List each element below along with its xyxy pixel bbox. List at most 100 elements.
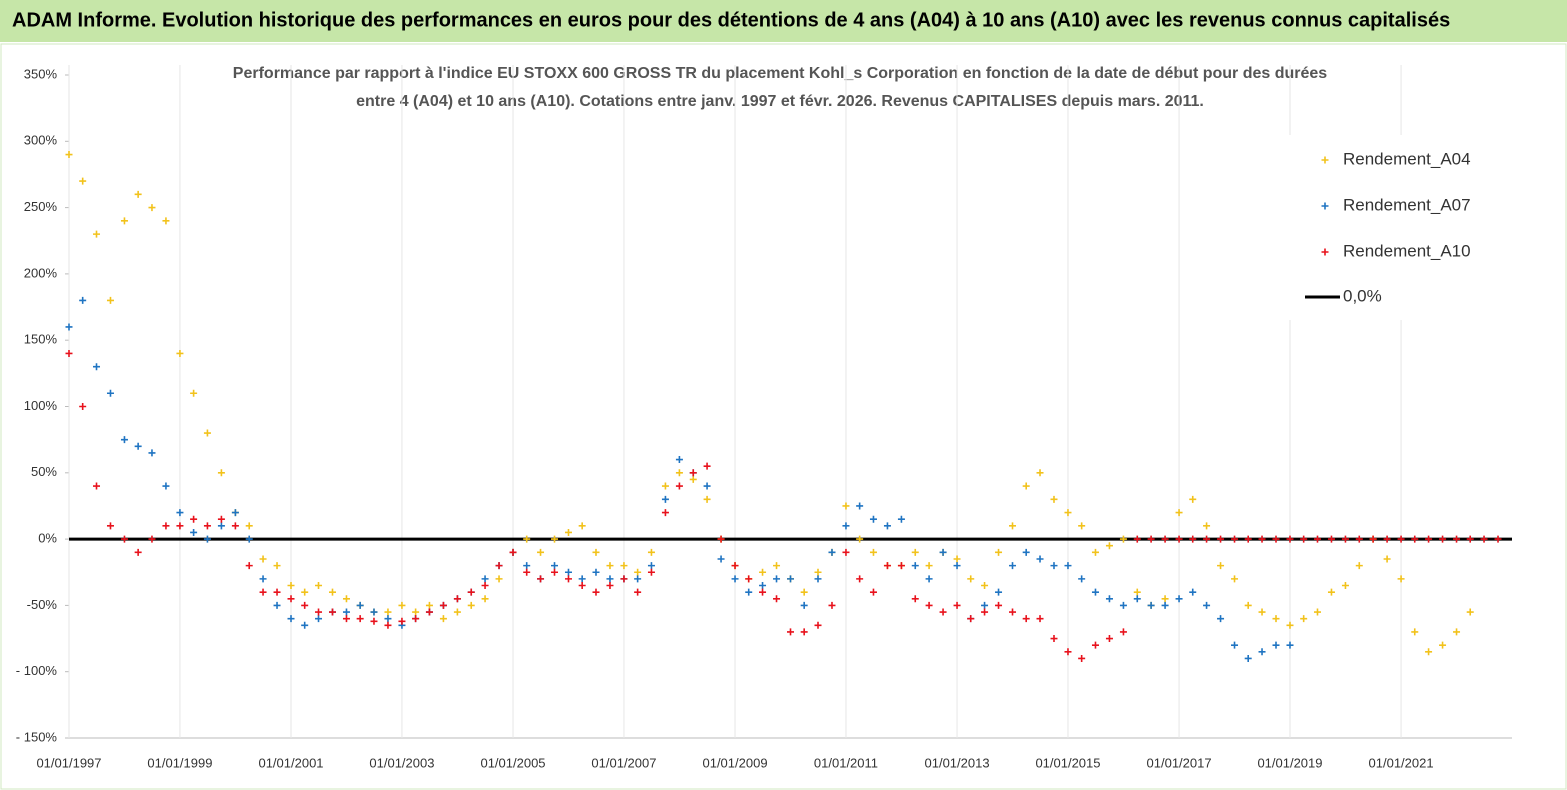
data-point: [1313, 535, 1321, 543]
data-point: [1300, 615, 1308, 623]
y-tick-label: -50%: [27, 597, 58, 612]
data-point: [1244, 535, 1252, 543]
y-tick-label: 100%: [24, 398, 58, 413]
data-point: [869, 548, 877, 556]
data-point: [1397, 535, 1405, 543]
x-tick-label: 01/01/2005: [480, 755, 545, 770]
data-point: [162, 522, 170, 530]
data-point: [439, 615, 447, 623]
data-point: [328, 608, 336, 616]
data-point: [495, 562, 503, 570]
data-point: [301, 621, 309, 629]
data-point: [356, 601, 364, 609]
data-point: [1383, 535, 1391, 543]
data-point: [1286, 641, 1294, 649]
data-point: [745, 588, 753, 596]
data-point: [1313, 608, 1321, 616]
data-point: [120, 436, 128, 444]
data-point: [467, 588, 475, 596]
data-point: [342, 595, 350, 603]
data-point: [1425, 535, 1433, 543]
data-point: [1161, 601, 1169, 609]
data-point: [814, 575, 822, 583]
data-point: [981, 601, 989, 609]
data-point: [1022, 482, 1030, 490]
data-point: [1286, 535, 1294, 543]
data-point: [1244, 654, 1252, 662]
data-point: [1286, 621, 1294, 629]
data-point: [1217, 615, 1225, 623]
data-point: [1133, 588, 1141, 596]
x-tick-label: 01/01/2015: [1035, 755, 1100, 770]
data-point: [1466, 608, 1474, 616]
data-point: [1161, 595, 1169, 603]
data-point: [203, 429, 211, 437]
data-point: [1022, 615, 1030, 623]
data-point: [176, 509, 184, 517]
data-point: [592, 548, 600, 556]
data-point: [203, 535, 211, 543]
data-point: [689, 469, 697, 477]
data-point: [551, 568, 559, 576]
data-point: [190, 528, 198, 536]
data-point: [1258, 648, 1266, 656]
data-point: [65, 349, 73, 357]
data-point: [106, 522, 114, 530]
data-point: [370, 617, 378, 625]
data-point: [1147, 601, 1155, 609]
data-point: [634, 588, 642, 596]
data-point: [439, 601, 447, 609]
x-tick-label: 01/01/2003: [369, 755, 434, 770]
data-point: [134, 548, 142, 556]
data-point: [620, 575, 628, 583]
data-point: [1009, 608, 1017, 616]
data-point: [1494, 535, 1502, 543]
data-point: [675, 469, 683, 477]
data-point: [869, 515, 877, 523]
data-point: [412, 608, 420, 616]
data-point: [1036, 615, 1044, 623]
data-point: [578, 582, 586, 590]
data-point: [606, 562, 614, 570]
data-point: [467, 601, 475, 609]
data-point: [1189, 495, 1197, 503]
data-point: [745, 575, 753, 583]
data-point: [398, 601, 406, 609]
data-point: [1119, 628, 1127, 636]
x-tick-label: 01/01/2019: [1257, 755, 1322, 770]
data-point: [995, 548, 1003, 556]
x-tick-label: 01/01/2001: [258, 755, 323, 770]
data-point: [1272, 641, 1280, 649]
data-point: [1009, 562, 1017, 570]
data-point: [370, 608, 378, 616]
data-point: [800, 601, 808, 609]
data-point: [1203, 601, 1211, 609]
data-point: [828, 601, 836, 609]
data-point: [814, 621, 822, 629]
data-point: [537, 575, 545, 583]
data-point: [79, 296, 87, 304]
x-tick-label: 01/01/2021: [1369, 755, 1434, 770]
data-point: [328, 588, 336, 596]
data-point: [842, 548, 850, 556]
data-point: [661, 495, 669, 503]
data-point: [287, 615, 295, 623]
data-point: [203, 522, 211, 530]
data-point: [231, 522, 239, 530]
header-bar: [0, 0, 1567, 42]
data-point: [176, 349, 184, 357]
data-point: [162, 217, 170, 225]
data-point: [1189, 535, 1197, 543]
data-point: [384, 615, 392, 623]
data-point: [564, 575, 572, 583]
data-point: [953, 601, 961, 609]
data-point: [606, 575, 614, 583]
data-point: [981, 608, 989, 616]
data-point: [1341, 535, 1349, 543]
data-point: [981, 582, 989, 590]
data-point: [828, 548, 836, 556]
chart-title: entre 4 (A04) et 10 ans (A10). Cotations…: [356, 93, 1204, 110]
data-point: [773, 575, 781, 583]
